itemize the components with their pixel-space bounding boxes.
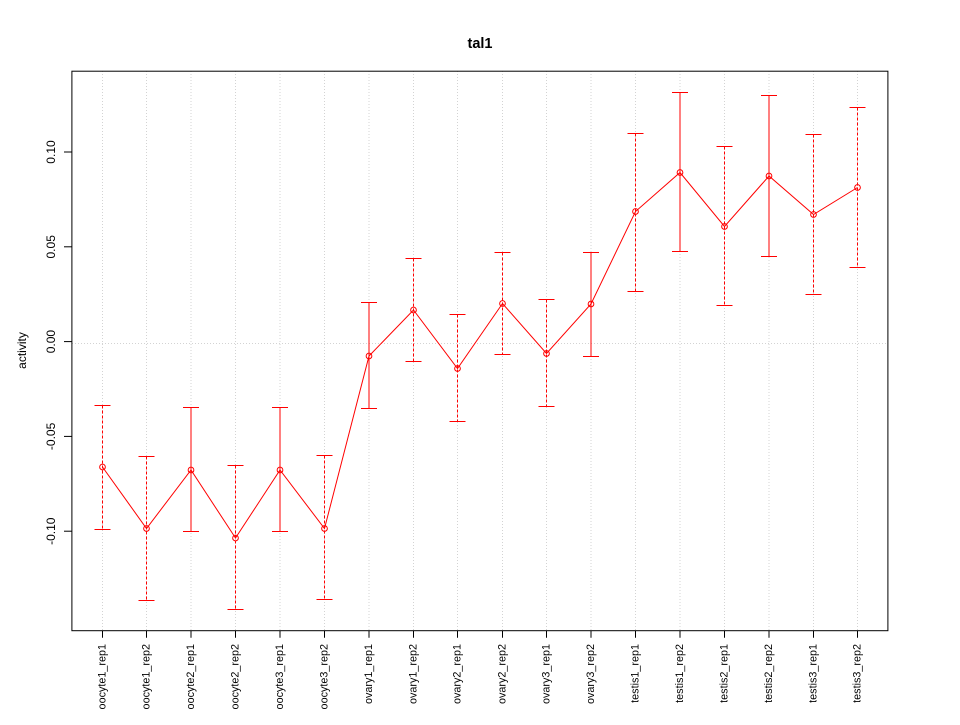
svg-text:oocyte2_rep2: oocyte2_rep2 bbox=[230, 644, 242, 709]
svg-text:tal1: tal1 bbox=[468, 36, 493, 52]
svg-text:oocyte1_rep1: oocyte1_rep1 bbox=[97, 644, 109, 709]
svg-text:activity: activity bbox=[15, 332, 29, 369]
svg-text:ovary3_rep2: ovary3_rep2 bbox=[585, 644, 597, 704]
svg-text:oocyte2_rep1: oocyte2_rep1 bbox=[185, 644, 197, 709]
svg-text:ovary1_rep1: ovary1_rep1 bbox=[363, 644, 375, 704]
svg-text:testis1_rep2: testis1_rep2 bbox=[674, 644, 686, 703]
svg-text:testis3_rep2: testis3_rep2 bbox=[852, 644, 864, 703]
svg-text:oocyte1_rep2: oocyte1_rep2 bbox=[141, 644, 153, 709]
svg-text:ovary3_rep1: ovary3_rep1 bbox=[541, 644, 553, 704]
svg-text:0.10: 0.10 bbox=[44, 140, 58, 164]
svg-text:ovary2_rep1: ovary2_rep1 bbox=[452, 644, 464, 704]
svg-text:oocyte3_rep2: oocyte3_rep2 bbox=[319, 644, 331, 709]
svg-text:testis2_rep2: testis2_rep2 bbox=[763, 644, 775, 703]
svg-text:ovary1_rep2: ovary1_rep2 bbox=[408, 644, 420, 704]
svg-text:ovary2_rep2: ovary2_rep2 bbox=[497, 644, 509, 704]
svg-text:-0.10: -0.10 bbox=[44, 517, 58, 545]
svg-text:-0.05: -0.05 bbox=[44, 422, 58, 450]
svg-text:testis3_rep1: testis3_rep1 bbox=[808, 644, 820, 703]
svg-text:testis1_rep1: testis1_rep1 bbox=[630, 644, 642, 703]
svg-text:0.00: 0.00 bbox=[44, 330, 58, 354]
svg-text:0.05: 0.05 bbox=[44, 235, 58, 259]
svg-text:oocyte3_rep1: oocyte3_rep1 bbox=[274, 644, 286, 709]
svg-text:testis2_rep1: testis2_rep1 bbox=[719, 644, 731, 703]
